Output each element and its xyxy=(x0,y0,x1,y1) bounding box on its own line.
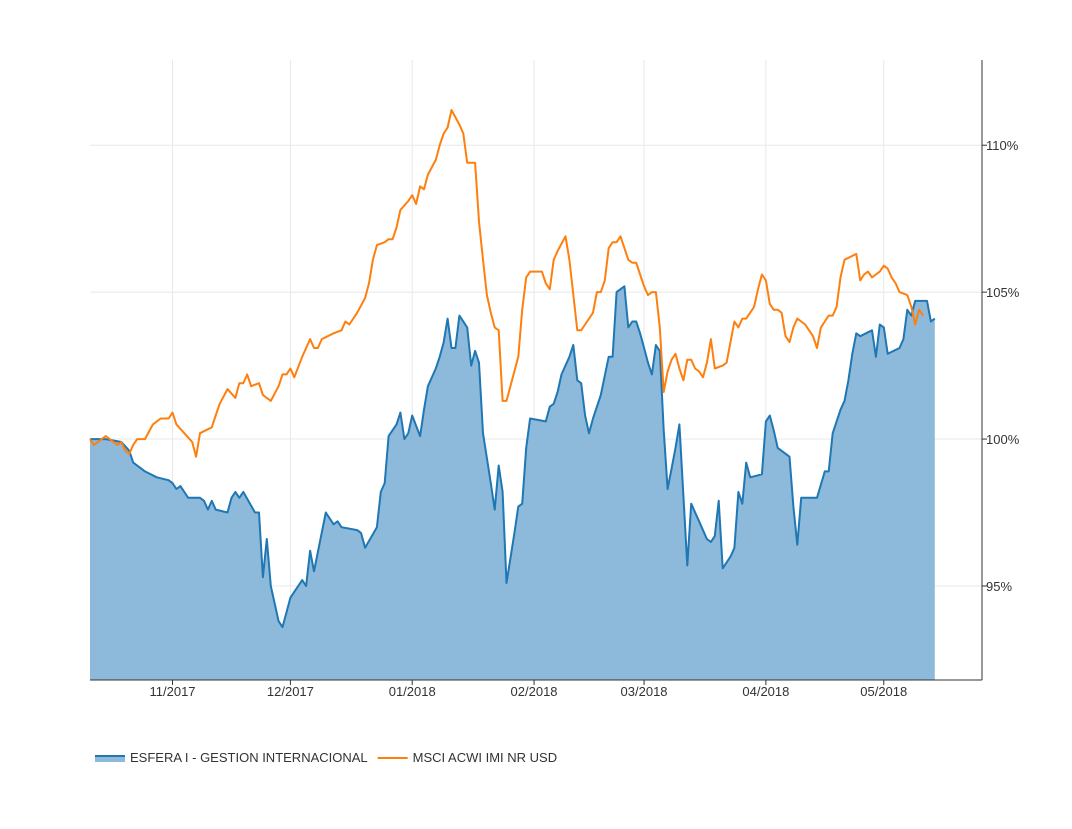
x-tick-label: 12/2017 xyxy=(267,684,314,699)
x-tick-label: 11/2017 xyxy=(150,684,196,699)
y-tick-label: 105% xyxy=(986,285,1020,300)
y-tick-label: 110% xyxy=(986,138,1019,153)
y-tick-label: 100% xyxy=(986,432,1020,447)
x-tick-label: 05/2018 xyxy=(860,684,907,699)
legend-swatch-area xyxy=(95,755,125,762)
axes: 11/2017 12/2017 01/2018 02/2018 03/2018 04/20… xyxy=(90,60,1020,699)
y-tick-label: 95% xyxy=(986,579,1012,594)
area-layer xyxy=(90,286,935,680)
x-tick-label: 04/2018 xyxy=(742,684,789,699)
series-line-msci xyxy=(89,109,924,458)
x-tick-label: 01/2018 xyxy=(389,684,436,699)
legend-label: ESFERA I - GESTION INTERNACIONAL xyxy=(130,750,368,765)
x-tick-label: 03/2018 xyxy=(621,684,668,699)
x-tick-label: 02/2018 xyxy=(511,684,558,699)
series-area-esfera xyxy=(90,286,935,680)
legend-item[interactable]: MSCI ACWI IMI NR USD xyxy=(377,750,557,765)
legend-label: MSCI ACWI IMI NR USD xyxy=(413,750,557,765)
line-layer xyxy=(89,109,936,629)
legend[interactable]: ESFERA I - GESTION INTERNACIONAL MSCI ACW… xyxy=(95,750,557,765)
legend-item[interactable]: ESFERA I - GESTION INTERNACIONAL xyxy=(95,750,368,765)
series-line-esfera xyxy=(90,285,936,629)
